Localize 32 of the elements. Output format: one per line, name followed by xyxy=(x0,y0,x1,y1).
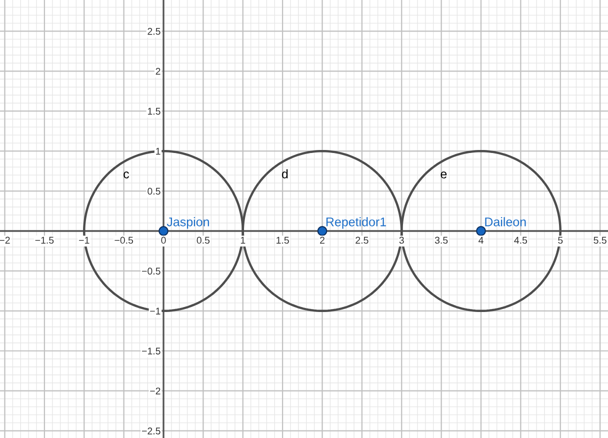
x-tick-label: −1 xyxy=(79,236,90,244)
y-tick-label: −1.5 xyxy=(142,348,160,354)
x-tick-label: 5.5 xyxy=(594,236,606,244)
x-tick-label: 3.5 xyxy=(434,236,448,244)
x-tick-label: 4.5 xyxy=(514,236,528,244)
x-tick-label: 4 xyxy=(478,236,484,244)
y-tick-label: 2.5 xyxy=(148,28,160,35)
annotation: c xyxy=(124,172,129,178)
y-tick-label: 0.5 xyxy=(148,188,160,195)
series-label: Daileon xyxy=(485,217,526,226)
x-tick-label: 2 xyxy=(320,236,324,244)
annotation: e xyxy=(440,172,447,178)
x-tick-label: −2 xyxy=(0,236,10,244)
x-tick-label: 1 xyxy=(240,236,246,244)
series-label: Jaspion xyxy=(166,217,209,229)
series-label: Repetidor1 xyxy=(326,217,386,229)
x-tick-label: 3 xyxy=(399,236,404,244)
x-tick-label: −1.5 xyxy=(35,236,54,244)
y-tick-label: 1 xyxy=(156,148,160,155)
y-tick-label: −2 xyxy=(150,388,160,394)
x-tick-label: 2.5 xyxy=(356,236,368,244)
y-tick-label: −1 xyxy=(150,308,160,314)
x-tick-label: 1.5 xyxy=(276,236,289,244)
x-tick-label: 0 xyxy=(161,236,166,244)
y-tick-label: −0.5 xyxy=(142,268,160,275)
y-tick-label: 1.5 xyxy=(148,108,160,115)
y-tick-label: 2 xyxy=(156,68,160,75)
annotation: d xyxy=(282,169,288,178)
x-tick-label: −0.5 xyxy=(114,236,134,244)
x-tick-label: 5 xyxy=(558,236,563,244)
y-tick-label: −2.5 xyxy=(142,428,160,434)
x-tick-label: 0.5 xyxy=(196,236,210,244)
